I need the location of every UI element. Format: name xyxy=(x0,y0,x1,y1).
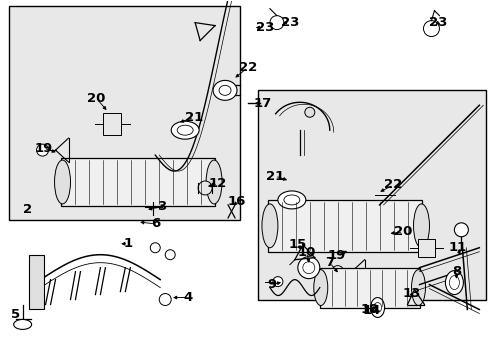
Text: 9: 9 xyxy=(267,278,276,291)
Ellipse shape xyxy=(177,125,193,135)
Text: 1: 1 xyxy=(123,237,133,250)
Ellipse shape xyxy=(413,204,428,248)
Ellipse shape xyxy=(37,144,48,156)
Text: 20: 20 xyxy=(393,225,412,238)
Ellipse shape xyxy=(171,121,199,139)
Text: 12: 12 xyxy=(208,177,227,190)
Text: 10: 10 xyxy=(297,246,315,259)
Ellipse shape xyxy=(159,293,171,306)
Bar xyxy=(29,255,43,310)
Ellipse shape xyxy=(445,271,463,294)
Text: 7: 7 xyxy=(325,256,334,269)
Text: 8: 8 xyxy=(451,265,460,278)
Ellipse shape xyxy=(304,107,314,117)
Ellipse shape xyxy=(313,270,327,306)
Ellipse shape xyxy=(55,160,70,204)
Text: 2: 2 xyxy=(23,203,32,216)
Text: 23: 23 xyxy=(255,21,274,34)
Text: 13: 13 xyxy=(402,287,420,300)
Ellipse shape xyxy=(453,223,468,237)
Text: 23: 23 xyxy=(428,16,447,29)
Ellipse shape xyxy=(297,257,319,279)
Bar xyxy=(258,90,486,300)
Ellipse shape xyxy=(150,243,160,253)
Bar xyxy=(9,6,240,220)
Text: 17: 17 xyxy=(253,97,271,110)
Text: 19: 19 xyxy=(327,249,345,262)
Ellipse shape xyxy=(411,270,425,306)
Ellipse shape xyxy=(284,195,299,205)
Ellipse shape xyxy=(373,302,381,312)
Text: 18: 18 xyxy=(360,303,378,316)
Ellipse shape xyxy=(205,160,222,204)
Text: 16: 16 xyxy=(227,195,245,208)
Bar xyxy=(267,200,422,252)
Text: 5: 5 xyxy=(11,308,20,321)
Text: 20: 20 xyxy=(87,92,105,105)
Bar xyxy=(103,113,121,135)
Ellipse shape xyxy=(269,15,284,30)
Text: 11: 11 xyxy=(447,241,466,254)
Text: 21: 21 xyxy=(184,111,203,124)
Ellipse shape xyxy=(423,21,439,37)
Text: 23: 23 xyxy=(280,16,299,29)
Bar xyxy=(319,268,419,307)
Ellipse shape xyxy=(198,181,212,195)
Text: 22: 22 xyxy=(238,61,257,74)
Ellipse shape xyxy=(370,298,384,318)
Text: 19: 19 xyxy=(34,141,53,155)
Text: 6: 6 xyxy=(150,217,160,230)
Text: 4: 4 xyxy=(183,291,192,304)
Ellipse shape xyxy=(14,319,32,329)
Ellipse shape xyxy=(277,191,305,209)
Text: 21: 21 xyxy=(265,170,284,183)
Ellipse shape xyxy=(213,80,237,100)
Bar xyxy=(417,239,435,257)
Text: 14: 14 xyxy=(362,304,380,317)
Ellipse shape xyxy=(448,276,458,289)
Text: 22: 22 xyxy=(384,179,402,192)
Ellipse shape xyxy=(302,262,314,274)
Ellipse shape xyxy=(262,204,277,248)
Ellipse shape xyxy=(331,266,343,278)
Ellipse shape xyxy=(165,250,175,260)
Ellipse shape xyxy=(272,276,283,287)
Ellipse shape xyxy=(219,85,230,95)
Text: 3: 3 xyxy=(156,201,165,213)
Text: 15: 15 xyxy=(288,238,306,251)
Bar xyxy=(61,158,215,206)
